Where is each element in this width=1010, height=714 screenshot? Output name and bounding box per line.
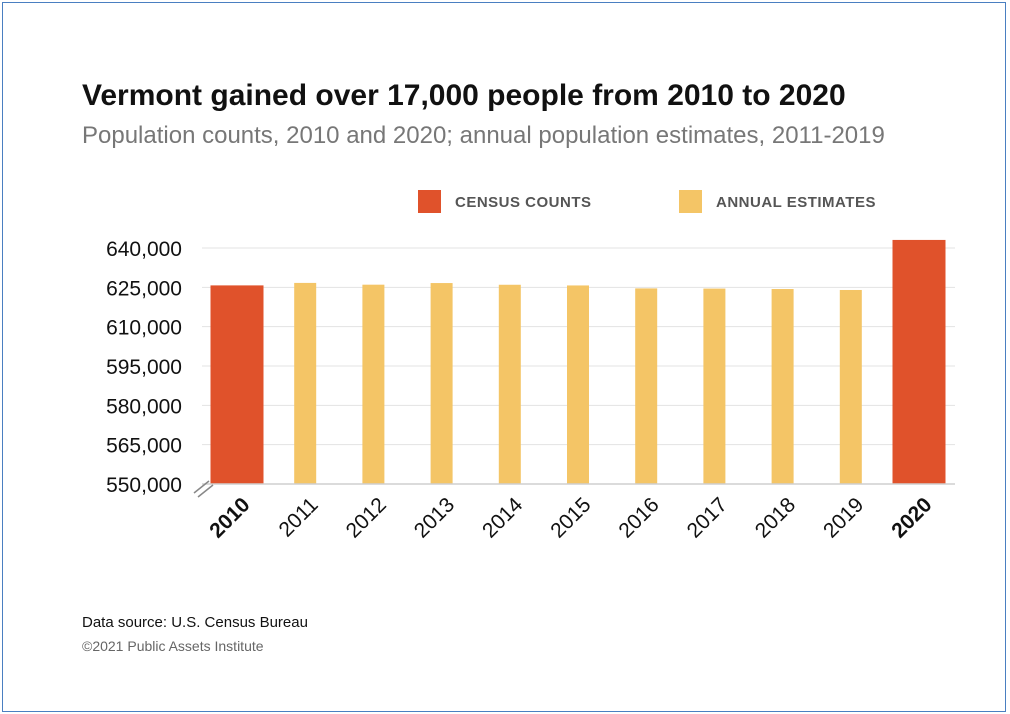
x-tick-label-2019: 2019 xyxy=(819,493,868,542)
x-tick-label-2017: 2017 xyxy=(683,493,732,542)
bar-estimate-2013 xyxy=(430,283,453,484)
x-tick-label-2011: 2011 xyxy=(275,493,323,541)
bar-estimate-2019 xyxy=(839,289,862,484)
x-tick-label-2012: 2012 xyxy=(342,493,391,542)
chart-subtitle: Population counts, 2010 and 2020; annual… xyxy=(82,122,885,149)
legend: CENSUS COUNTS ANNUAL ESTIMATES xyxy=(418,190,876,213)
x-tick-label-2020: 2020 xyxy=(887,493,936,542)
bar-estimate-2017 xyxy=(703,288,726,484)
bar-census-2020 xyxy=(892,239,946,484)
bar-estimate-2015 xyxy=(567,285,589,484)
legend-label-census: CENSUS COUNTS xyxy=(455,194,592,211)
bars xyxy=(210,239,946,484)
x-tick-label-2016: 2016 xyxy=(614,493,663,542)
x-tick-label-2018: 2018 xyxy=(751,493,800,542)
y-tick-label: 625,000 xyxy=(106,277,182,300)
y-tick-label: 580,000 xyxy=(106,395,182,418)
bar-estimate-2018 xyxy=(771,289,794,484)
y-tick-label: 550,000 xyxy=(106,474,182,497)
bar-estimate-2011 xyxy=(294,282,317,484)
bar-estimate-2012 xyxy=(362,284,385,484)
bar-estimate-2016 xyxy=(635,288,658,484)
x-tick-label-2010: 2010 xyxy=(205,493,254,542)
x-tick-label-2015: 2015 xyxy=(546,493,595,542)
bar-estimate-2014 xyxy=(498,284,521,484)
data-source-note: Data source: U.S. Census Bureau xyxy=(82,614,308,631)
copyright-note: ©2021 Public Assets Institute xyxy=(82,638,264,654)
x-tick-label-2014: 2014 xyxy=(478,493,528,543)
chart-title-block: Vermont gained over 17,000 people from 2… xyxy=(82,78,962,156)
legend-swatch-estimate xyxy=(679,190,702,213)
legend-swatch-census xyxy=(418,190,441,213)
y-tick-label: 610,000 xyxy=(106,317,182,340)
y-tick-label: 595,000 xyxy=(106,356,182,379)
axis-break-mark xyxy=(193,480,214,498)
x-tick-label-2013: 2013 xyxy=(410,493,459,542)
chart-title: Vermont gained over 17,000 people from 2… xyxy=(82,79,846,112)
legend-label-estimate: ANNUAL ESTIMATES xyxy=(716,194,876,211)
bar-census-2010 xyxy=(210,285,264,484)
y-tick-label: 565,000 xyxy=(106,435,182,458)
y-tick-label: 640,000 xyxy=(106,238,182,261)
